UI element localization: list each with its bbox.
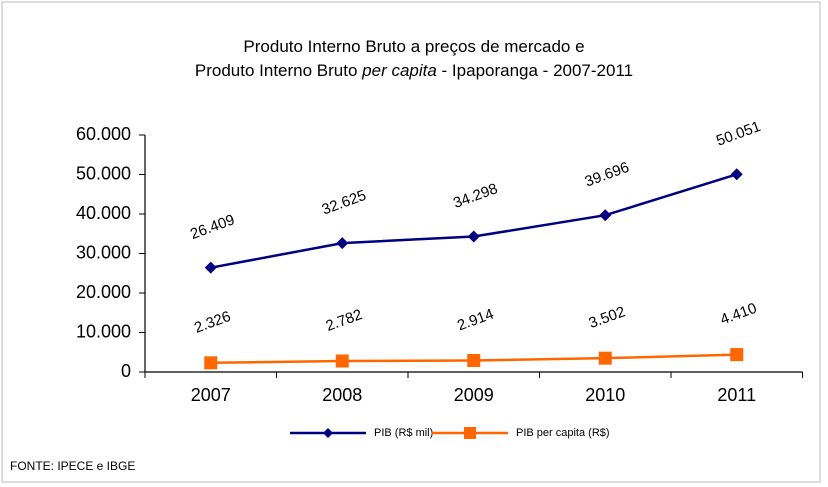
chart-title: Produto Interno Bruto per capita - Ipapo… — [195, 61, 633, 80]
point — [730, 168, 743, 181]
point — [335, 354, 349, 368]
y-tick-label: 0 — [121, 361, 131, 381]
point — [204, 356, 218, 370]
title-part: - Ipaporanga - 2007-2011 — [437, 61, 633, 80]
y-tick-label: 60.000 — [76, 124, 131, 144]
title-part: per capita — [361, 61, 437, 80]
y-tick-label: 30.000 — [76, 242, 131, 262]
y-tick-label: 10.000 — [76, 321, 131, 341]
point — [204, 261, 217, 274]
title-part: Produto Interno Bruto — [195, 61, 362, 80]
y-tick-label: 20.000 — [76, 282, 131, 302]
legend-label: PIB per capita (R$) — [516, 427, 610, 439]
x-tick-label: 2011 — [717, 385, 756, 405]
x-tick-label: 2007 — [191, 385, 231, 405]
chart-title: Produto Interno Bruto a preços de mercad… — [243, 37, 584, 56]
source-note: FONTE: IPECE e IBGE — [10, 459, 135, 473]
point — [730, 348, 744, 362]
point — [599, 209, 612, 222]
legend-label: PIB (R$ mil) — [374, 427, 433, 439]
point — [467, 230, 480, 243]
point — [598, 351, 612, 365]
x-tick-label: 2008 — [322, 385, 362, 405]
x-tick-label: 2009 — [454, 385, 494, 405]
legend-marker — [464, 427, 476, 439]
x-tick-label: 2010 — [585, 385, 625, 405]
title-part: Produto Interno Bruto a preços de mercad… — [243, 37, 584, 56]
legend-marker — [323, 428, 333, 438]
y-tick-label: 50.000 — [76, 163, 131, 183]
y-tick-label: 40.000 — [76, 203, 131, 223]
point — [467, 353, 481, 367]
point — [336, 237, 349, 250]
